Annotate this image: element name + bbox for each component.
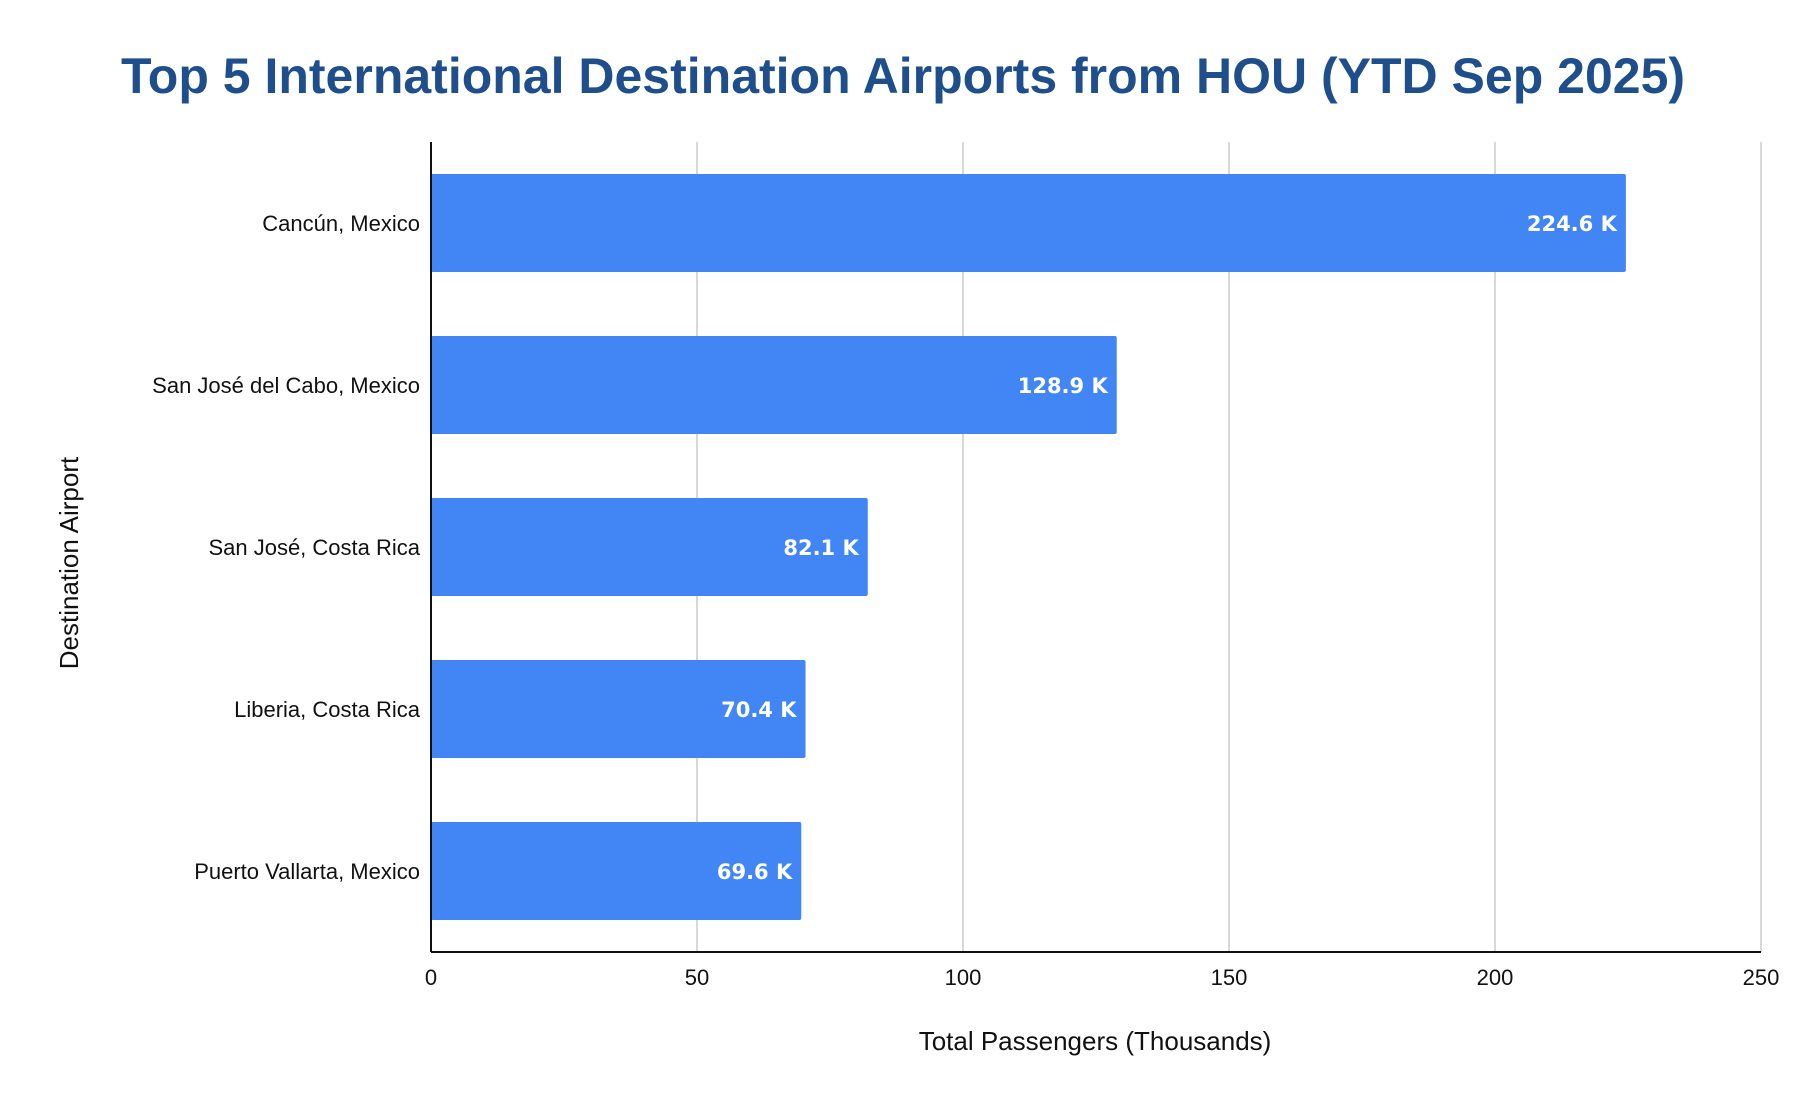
x-axis-title: Total Passengers (Thousands) — [919, 1026, 1272, 1056]
x-tick-label-0: 0 — [425, 965, 437, 990]
bar-0 — [431, 174, 1626, 272]
x-tick-label-250: 250 — [1743, 965, 1780, 990]
data-label-3: 70.4 K — [721, 698, 797, 722]
data-label-0: 224.6 K — [1527, 212, 1618, 236]
x-tick-label-150: 150 — [1211, 965, 1248, 990]
axes — [430, 142, 1761, 953]
category-label-2: San José, Costa Rica — [208, 535, 420, 560]
bar-4 — [431, 822, 802, 920]
bar-2 — [431, 498, 868, 596]
category-label-0: Cancún, Mexico — [262, 211, 420, 236]
x-tick-labels: 0 50 100 150 200 250 — [425, 965, 1779, 990]
y-axis-title: Destination Airport — [54, 456, 84, 669]
bars: 224.6 K 128.9 K 82.1 K 70.4 K 69.6 K — [431, 174, 1626, 920]
data-label-1: 128.9 K — [1018, 374, 1109, 398]
category-label-1: San José del Cabo, Mexico — [152, 373, 420, 398]
bar-3 — [431, 660, 806, 758]
bar-1 — [431, 336, 1117, 434]
x-tick-label-50: 50 — [685, 965, 709, 990]
category-labels: Cancún, Mexico San José del Cabo, Mexico S… — [152, 211, 421, 884]
category-label-4: Puerto Vallarta, Mexico — [194, 859, 420, 884]
category-label-3: Liberia, Costa Rica — [234, 697, 421, 722]
data-label-4: 69.6 K — [717, 860, 793, 884]
chart-title: Top 5 International Destination Airports… — [121, 48, 1685, 104]
data-label-2: 82.1 K — [783, 536, 859, 560]
x-tick-label-100: 100 — [945, 965, 982, 990]
x-tick-label-200: 200 — [1477, 965, 1514, 990]
gridlines — [696, 142, 1762, 952]
